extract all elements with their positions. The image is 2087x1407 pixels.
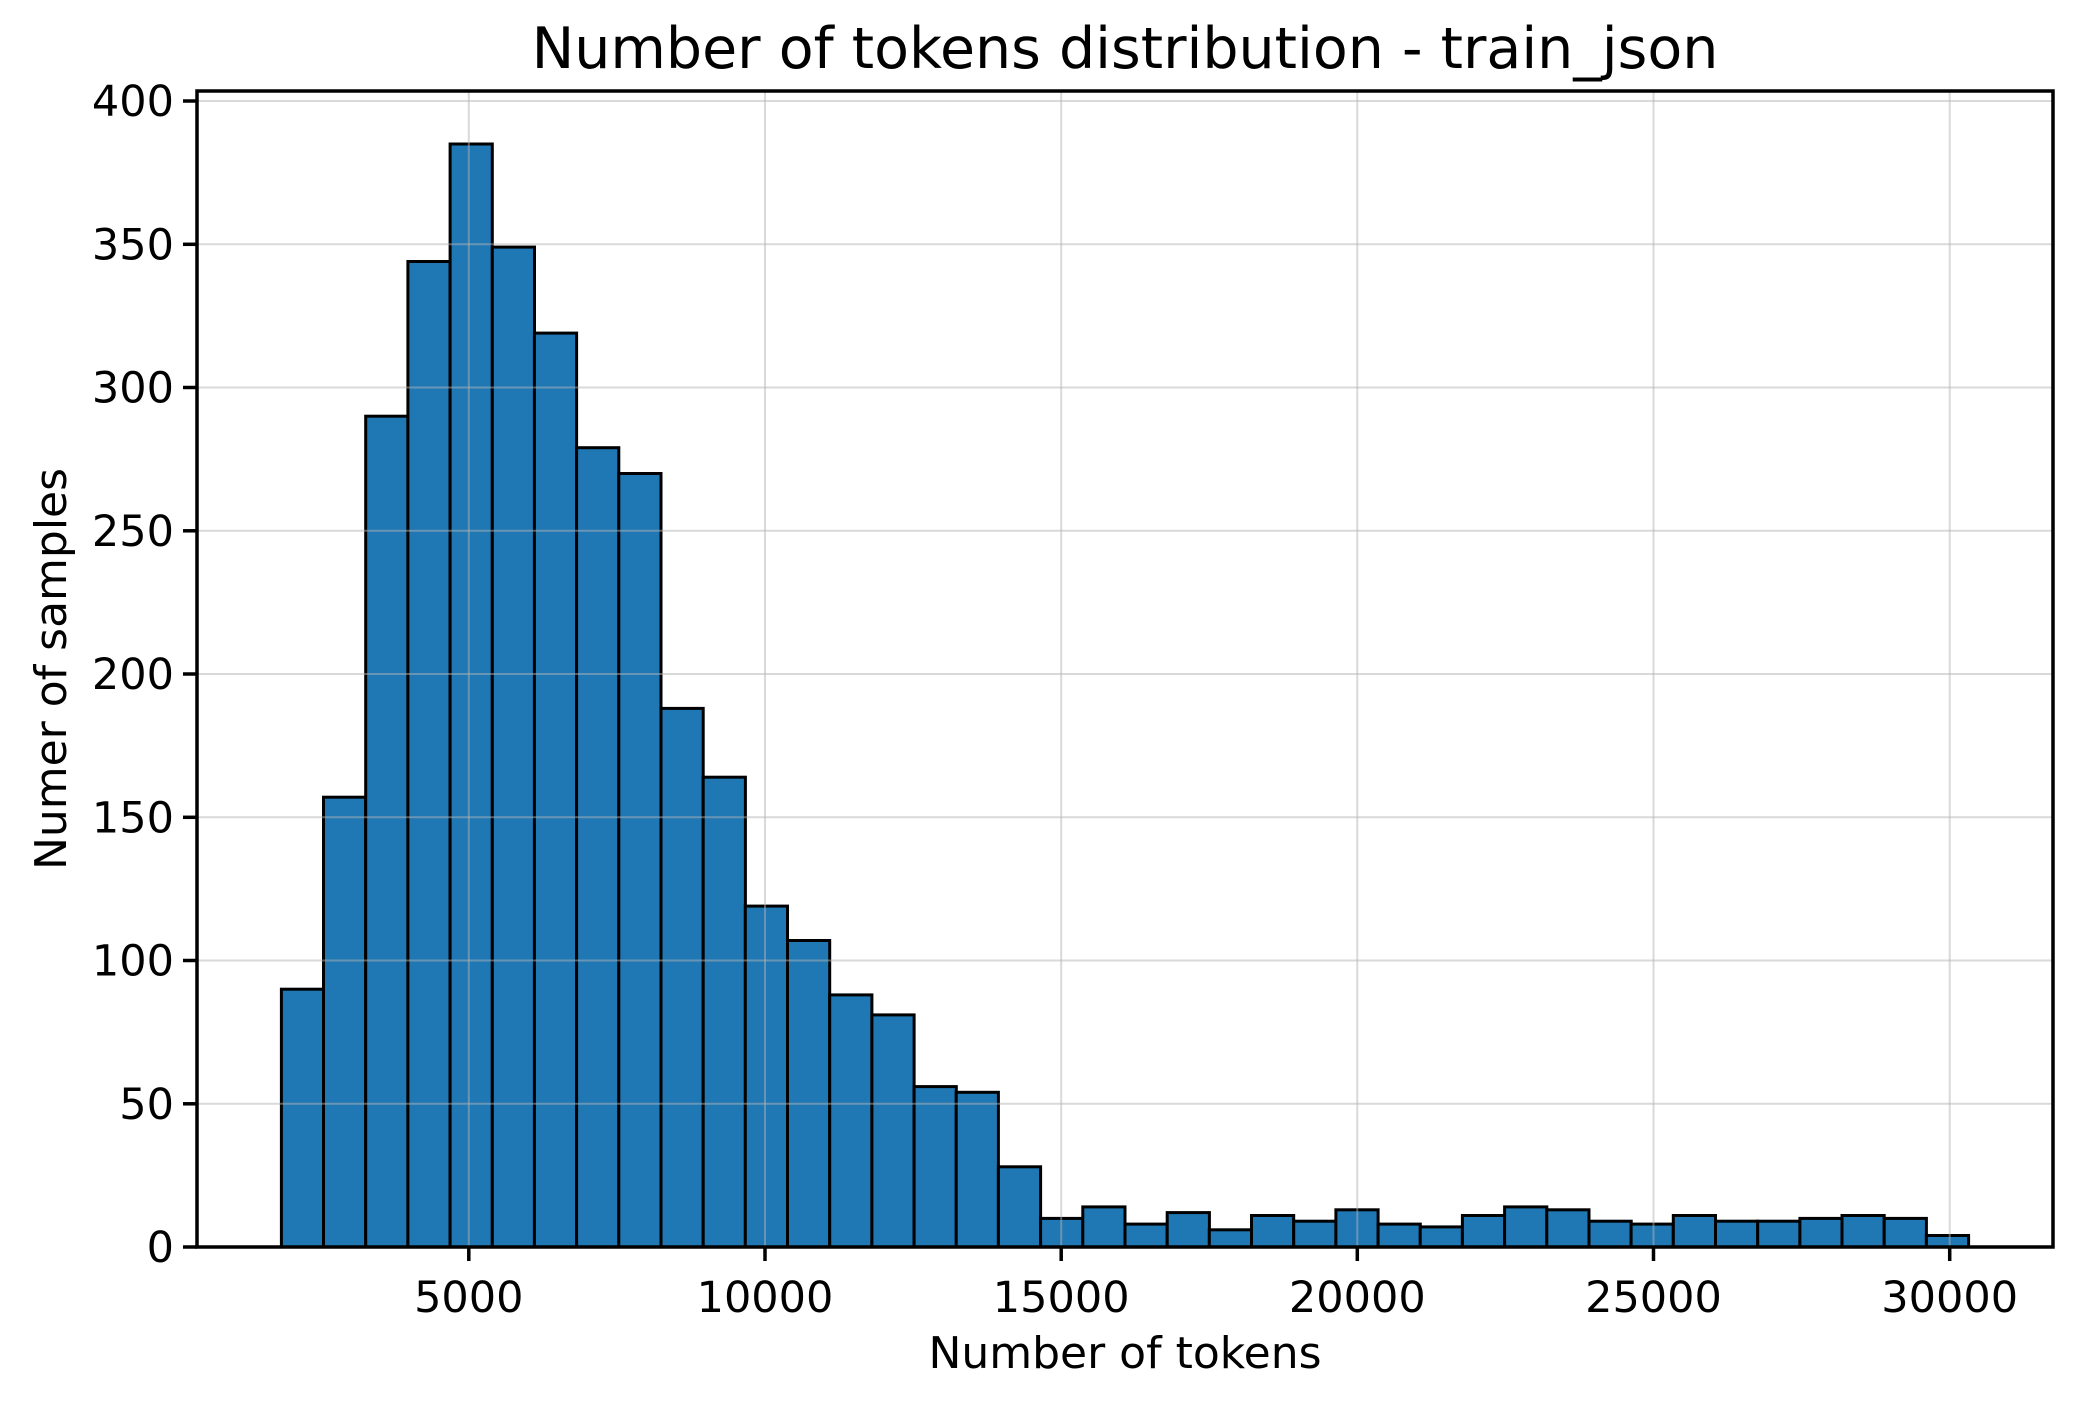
x-tick-label: 15000 bbox=[993, 1273, 1130, 1323]
x-axis-label: Number of tokens bbox=[928, 1328, 1321, 1379]
y-axis-label: Numer of samples bbox=[26, 468, 77, 870]
histogram-bar bbox=[1882, 1216, 1928, 1249]
chart-title: Number of tokens distribution - train_js… bbox=[532, 16, 1719, 82]
histogram-bar bbox=[659, 706, 705, 1249]
histogram-bar bbox=[575, 446, 621, 1249]
y-tick-label: 350 bbox=[92, 220, 174, 270]
histogram-bar bbox=[1460, 1214, 1507, 1249]
y-tick-label: 100 bbox=[92, 937, 174, 987]
histogram-bar bbox=[1756, 1219, 1802, 1249]
histogram-bar bbox=[490, 245, 536, 1249]
histogram-bar bbox=[1207, 1228, 1254, 1249]
histogram-bar bbox=[364, 414, 410, 1249]
histogram-bar bbox=[1629, 1222, 1675, 1249]
histogram-bar bbox=[1250, 1214, 1296, 1249]
border-group bbox=[195, 89, 2055, 1249]
x-tick-label: 5000 bbox=[414, 1273, 523, 1323]
x-tick-label: 25000 bbox=[1585, 1273, 1722, 1323]
histogram-bar bbox=[996, 1165, 1043, 1249]
y-tick-label: 200 bbox=[92, 650, 174, 700]
histogram-bar bbox=[786, 939, 832, 1249]
histogram-bar bbox=[1292, 1219, 1338, 1249]
histogram-bar bbox=[448, 142, 494, 1249]
histogram-bar bbox=[701, 775, 747, 1249]
plot-border bbox=[195, 89, 2055, 1249]
histogram-bar bbox=[322, 795, 368, 1249]
y-tick-label: 150 bbox=[92, 793, 174, 843]
histogram-bar bbox=[1418, 1225, 1464, 1249]
grid-group bbox=[197, 91, 2053, 1247]
tick-labels-group: 5000 10000 15000 20000 25000 30000 0 50 100 150 20… bbox=[92, 77, 2018, 1323]
histogram-bar bbox=[1671, 1214, 1718, 1249]
histogram-bar bbox=[1798, 1216, 1844, 1249]
histogram-bar bbox=[1840, 1214, 1886, 1249]
y-tick-label: 0 bbox=[147, 1223, 174, 1273]
histogram-bar bbox=[1545, 1208, 1591, 1249]
y-tick-label: 300 bbox=[92, 364, 174, 414]
histogram-bar bbox=[828, 993, 874, 1249]
y-tick-label: 400 bbox=[92, 77, 174, 127]
histogram-bar bbox=[954, 1090, 1000, 1249]
histogram-bar bbox=[743, 904, 789, 1249]
histogram-bar bbox=[870, 1013, 916, 1249]
x-tick-label: 30000 bbox=[1881, 1273, 2018, 1323]
histogram-bar bbox=[1714, 1219, 1760, 1249]
histogram-bar bbox=[1587, 1219, 1633, 1249]
bars-group bbox=[279, 142, 1971, 1249]
histogram-bar bbox=[1165, 1211, 1211, 1249]
histogram-bar bbox=[617, 472, 663, 1249]
histogram-bar bbox=[279, 987, 326, 1249]
histogram-bar bbox=[1376, 1222, 1422, 1249]
ticks-group bbox=[183, 99, 1952, 1261]
x-tick-label: 20000 bbox=[1289, 1273, 1426, 1323]
histogram-bar bbox=[406, 260, 452, 1249]
y-tick-label: 50 bbox=[119, 1080, 174, 1130]
histogram-bar bbox=[912, 1085, 958, 1249]
histogram-bar bbox=[1081, 1205, 1127, 1249]
histogram-bar bbox=[1503, 1205, 1549, 1249]
y-tick-label: 250 bbox=[92, 507, 174, 557]
histogram-bar bbox=[532, 331, 579, 1249]
x-tick-label: 10000 bbox=[697, 1273, 834, 1323]
histogram-bar bbox=[1123, 1222, 1169, 1249]
